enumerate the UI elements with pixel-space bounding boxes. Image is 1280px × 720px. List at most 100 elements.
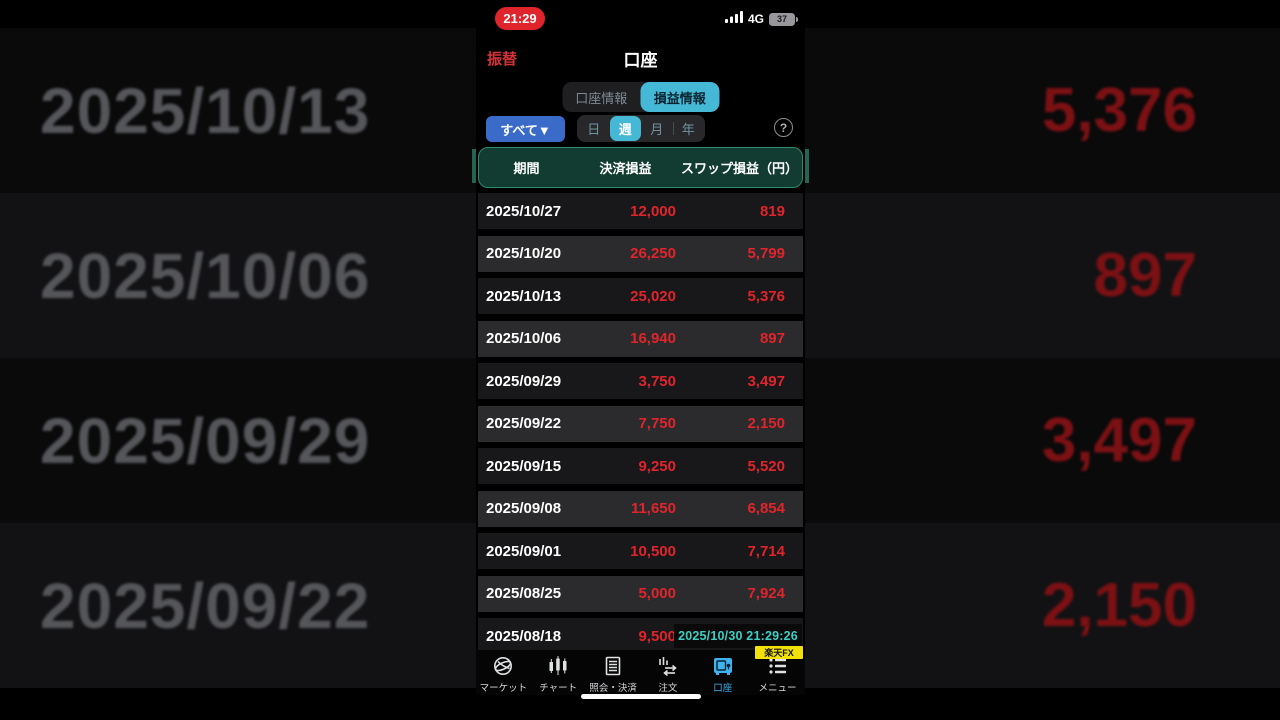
row-swap-pl: 819 xyxy=(759,202,785,220)
tab-item-口座[interactable]: 口座 xyxy=(695,650,750,695)
row-swap-pl: 3,497 xyxy=(747,372,785,390)
row-date: 2025/09/08 xyxy=(486,500,562,517)
row-settlement-pl: 5,000 xyxy=(638,585,676,602)
tab-profit-loss-info[interactable]: 損益情報 xyxy=(640,82,719,112)
table-row: 2025/10/06 16,940 897 xyxy=(478,320,803,357)
row-settlement-pl: 25,020 xyxy=(630,287,676,305)
row-settlement-pl: 3,750 xyxy=(638,372,676,390)
period-option[interactable]: 月 xyxy=(650,122,664,137)
row-swap-pl: 5,520 xyxy=(747,457,785,475)
tab-item-チャート[interactable]: チャート xyxy=(531,650,586,695)
menu-list-icon xyxy=(766,654,790,678)
row-swap-pl: 5,376 xyxy=(747,287,785,305)
background-date: 2025/10/06 xyxy=(40,239,371,312)
row-settlement-pl: 9,250 xyxy=(638,457,676,475)
tab-label: チャート xyxy=(539,683,578,694)
scope-dropdown-button[interactable]: すべて▼ xyxy=(486,116,565,142)
column-header: スワップ損益（円） xyxy=(680,161,798,176)
row-date: 2025/08/25 xyxy=(486,585,562,602)
background-date: 2025/10/13 xyxy=(40,74,371,147)
row-date: 2025/08/18 xyxy=(486,627,562,645)
row-settlement-pl: 26,250 xyxy=(630,245,676,262)
pl-table-body: 2025/10/27 12,000 819 2025/10/20 26,250 5,799… xyxy=(478,193,803,661)
account-info-tabs: 口座情報 損益情報 xyxy=(562,82,719,112)
background-header-edge-right xyxy=(805,149,809,183)
background-value: 2,150 xyxy=(1041,571,1197,640)
table-row: 2025/10/27 12,000 819 xyxy=(478,193,803,229)
app-badge: 楽天FX xyxy=(755,646,803,659)
row-settlement-pl: 9,500 xyxy=(638,627,676,645)
phone-screen: 21:29 4G 37 振替 口座 口座情報 損益情報 すべて▼ 日週月年 ? 期… xyxy=(476,0,805,720)
document-icon xyxy=(601,654,625,678)
table-row: 2025/10/20 26,250 5,799 xyxy=(478,235,803,272)
table-row: 2025/08/25 5,000 7,924 xyxy=(478,575,803,612)
column-header: 期間 xyxy=(513,161,540,176)
table-row: 2025/09/22 7,750 2,150 xyxy=(478,405,803,442)
period-option[interactable]: 年 xyxy=(672,116,705,141)
nav-header: 振替 口座 xyxy=(476,35,805,77)
candlestick-icon xyxy=(546,654,570,678)
order-icon xyxy=(656,654,680,678)
tab-label: 注文 xyxy=(658,683,678,694)
row-date: 2025/09/01 xyxy=(486,542,562,560)
row-date: 2025/09/15 xyxy=(486,457,562,475)
background-value: 3,497 xyxy=(1041,406,1197,475)
row-swap-pl: 5,799 xyxy=(747,245,785,262)
background-date: 2025/09/22 xyxy=(40,569,371,642)
tab-item-マーケット[interactable]: マーケット xyxy=(476,650,531,695)
filter-bar: すべて▼ 日週月年 ? xyxy=(476,113,805,145)
battery-icon: 37 xyxy=(769,12,798,26)
tab-account-info[interactable]: 口座情報 xyxy=(575,90,628,106)
table-row: 2025/09/01 10,500 7,714 xyxy=(478,533,803,569)
row-swap-pl: 7,924 xyxy=(747,585,785,602)
background-date: 2025/09/29 xyxy=(40,404,371,477)
row-swap-pl: 7,714 xyxy=(747,542,785,560)
transfer-link[interactable]: 振替 xyxy=(487,51,518,68)
background-header-edge-left xyxy=(472,149,476,183)
tab-item-注文[interactable]: 注文 xyxy=(640,650,695,695)
tab-item-メニュー[interactable]: メニュー xyxy=(750,650,805,695)
row-settlement-pl: 11,650 xyxy=(630,500,676,517)
home-indicator[interactable] xyxy=(580,694,701,699)
tab-label: 口座 xyxy=(713,683,733,694)
table-row: 2025/09/08 11,650 6,854 xyxy=(478,490,803,527)
page-title: 口座 xyxy=(623,51,658,70)
row-date: 2025/10/27 xyxy=(486,202,562,220)
row-date: 2025/09/22 xyxy=(486,415,562,432)
tab-label: マーケット xyxy=(479,683,528,694)
help-icon[interactable]: ? xyxy=(774,118,793,137)
status-bar: 21:29 4G 37 xyxy=(476,0,805,35)
row-date: 2025/10/20 xyxy=(486,245,562,262)
row-date: 2025/10/13 xyxy=(486,287,562,305)
row-swap-pl: 6,854 xyxy=(747,500,785,517)
tab-item-照会・決済[interactable]: 照会・決済 xyxy=(586,650,641,695)
table-header: 期間 決済損益 スワップ損益（円） xyxy=(478,147,803,188)
tab-label: メニュー xyxy=(758,683,797,694)
column-header: 決済損益 xyxy=(599,161,652,176)
background-value: 5,376 xyxy=(1041,76,1197,145)
row-settlement-pl: 7,750 xyxy=(638,415,676,432)
signal-bars-icon xyxy=(724,10,743,28)
status-right-cluster: 4G 37 xyxy=(724,10,798,28)
row-settlement-pl: 16,940 xyxy=(630,330,676,347)
table-row: 2025/09/15 9,250 5,520 xyxy=(478,448,803,484)
row-swap-pl: 897 xyxy=(759,330,785,347)
globe-icon xyxy=(491,654,515,678)
status-time-badge[interactable]: 21:29 xyxy=(495,7,545,30)
table-row: 2025/10/13 25,020 5,376 xyxy=(478,278,803,314)
tab-label: 照会・決済 xyxy=(589,683,637,694)
row-settlement-pl: 12,000 xyxy=(630,202,676,220)
period-option[interactable]: 日 xyxy=(587,122,601,137)
battery-level: 37 xyxy=(776,14,787,24)
table-row: 2025/09/29 3,750 3,497 xyxy=(478,363,803,399)
period-segmented-control: 日週月年 xyxy=(577,115,705,142)
period-option[interactable]: 週 xyxy=(609,116,641,141)
row-date: 2025/09/29 xyxy=(486,372,562,390)
row-swap-pl: 2,150 xyxy=(747,415,785,432)
row-settlement-pl: 10,500 xyxy=(630,542,676,560)
recording-timestamp: 2025/10/30 21:29:26 xyxy=(674,624,802,648)
network-type-label: 4G xyxy=(747,12,764,26)
background-value: 897 xyxy=(1093,241,1197,310)
vault-icon xyxy=(711,654,735,678)
